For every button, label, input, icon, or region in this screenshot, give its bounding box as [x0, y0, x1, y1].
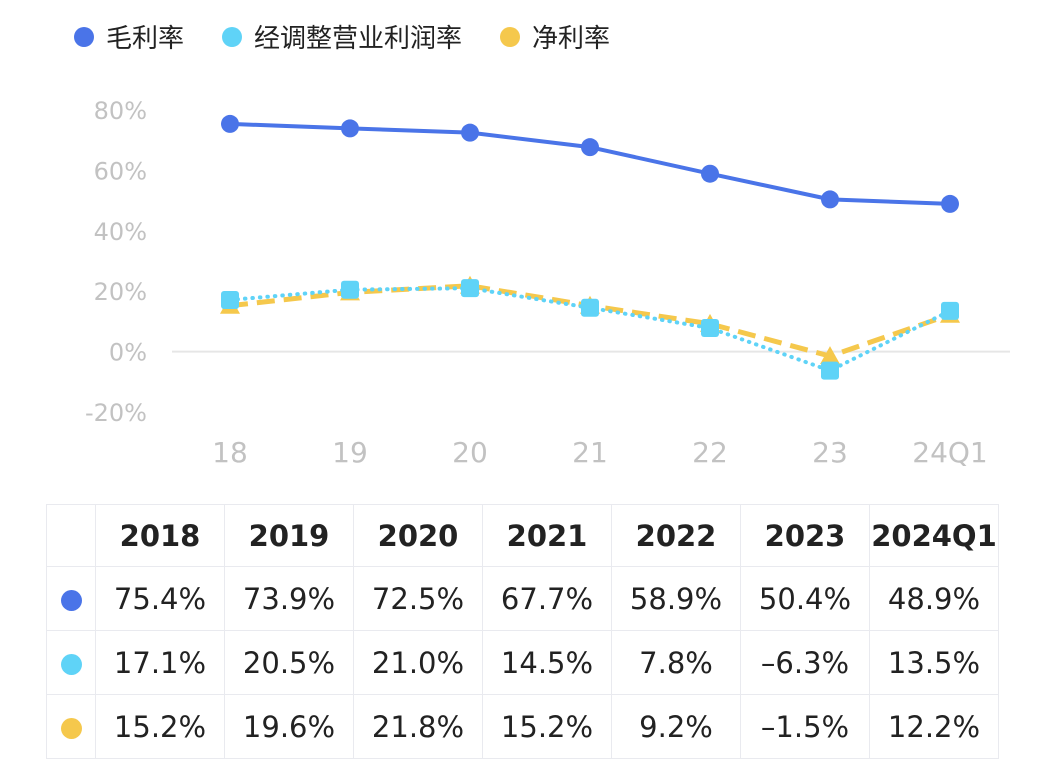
table-cell: 20.5%	[224, 630, 354, 695]
legend-gross-margin-label: 毛利率	[106, 24, 184, 54]
table-cell: 58.9%	[611, 566, 741, 631]
table-header-row: 2018 2019 2020 2021 2022 2023 2024Q1	[46, 504, 999, 567]
table-header-cell: 2021	[482, 504, 612, 567]
gross-margin-dot-icon	[60, 590, 82, 611]
x-tick-label: 24Q1	[912, 436, 987, 469]
legend-item-adjusted-operating-margin: 经调整营业利润率	[222, 24, 462, 54]
legend-item-gross-margin: 毛利率	[74, 24, 184, 54]
adjusted-operating-margin-point	[221, 290, 239, 309]
y-tick-label: 20%	[94, 278, 147, 306]
x-tick-label: 20	[452, 436, 488, 469]
table-cell: 19.6%	[224, 694, 354, 759]
adjusted-operating-margin-dot-icon	[60, 654, 82, 675]
net-margin-dot-icon	[60, 718, 82, 739]
adjusted-operating-margin-point	[821, 361, 839, 380]
table-cell: 21.8%	[353, 694, 483, 759]
table-cell: 21.0%	[353, 630, 483, 695]
gross-margin-series-line	[228, 121, 952, 206]
table-cell: 14.5%	[482, 630, 612, 695]
adjusted-operating-margin-point	[461, 279, 479, 298]
table-row-adjusted-operating-margin: 17.1% 20.5% 21.0% 14.5% 7.8% –6.3% 13.5%	[46, 630, 999, 695]
table-corner-cell	[46, 504, 96, 567]
table-cell: 15.2%	[482, 694, 612, 759]
data-table: 2018 2019 2020 2021 2022 2023 2024Q1 75.…	[46, 504, 999, 759]
table-cell: 67.7%	[482, 566, 612, 631]
legend-adjusted-operating-margin-label: 经调整营业利润率	[254, 24, 462, 54]
legend-gross-margin-dot-icon	[74, 27, 94, 47]
gross-margin-point	[461, 123, 479, 142]
gross-margin-point	[701, 164, 719, 183]
x-tick-label: 23	[812, 436, 848, 469]
legend-adjusted-operating-margin-dot-icon	[222, 27, 242, 47]
table-cell: –1.5%	[740, 694, 870, 759]
gross-margin-point	[341, 119, 359, 138]
line-chart: 毛利率 经调整营业利润率 净利率 80% 60% 40% 20% 0% -20% 18 19 20 21…	[74, 24, 1010, 469]
legend-net-margin-dot-icon	[500, 27, 520, 47]
gross-margin-point	[221, 114, 239, 133]
table-cell: 9.2%	[611, 694, 741, 759]
table-header-cell: 2018	[95, 504, 225, 567]
adjusted-operating-margin-point	[941, 301, 959, 320]
series-dot-cell	[46, 630, 96, 695]
table-cell: 48.9%	[869, 566, 999, 631]
table-header-cell: 2020	[353, 504, 483, 567]
adjusted-operating-margin-point	[701, 319, 719, 338]
table-cell: 7.8%	[611, 630, 741, 695]
adjusted-operating-margin-point	[341, 280, 359, 299]
series-dot-cell	[46, 566, 96, 631]
x-tick-label: 18	[212, 436, 248, 469]
y-tick-label: -20%	[85, 399, 147, 427]
x-tick-label: 22	[692, 436, 728, 469]
y-tick-label: 0%	[109, 339, 147, 367]
legend-item-net-margin: 净利率	[500, 24, 610, 54]
table-cell: 15.2%	[95, 694, 225, 759]
table-header-cell: 2019	[224, 504, 354, 567]
legend-net-margin-label: 净利率	[532, 24, 610, 54]
table-cell: 12.2%	[869, 694, 999, 759]
table-header-cell: 2023	[740, 504, 870, 567]
table-row-net-margin: 15.2% 19.6% 21.8% 15.2% 9.2% –1.5% 12.2%	[46, 694, 999, 759]
y-tick-label: 60%	[94, 157, 147, 185]
gross-margin-point	[941, 194, 959, 213]
net-margin-point	[820, 346, 840, 365]
gross-margin-point	[821, 190, 839, 209]
y-tick-label: 80%	[94, 97, 147, 125]
adjusted-operating-margin-point	[581, 298, 599, 317]
x-tick-label: 21	[572, 436, 608, 469]
table-cell: 73.9%	[224, 566, 354, 631]
y-tick-label: 40%	[94, 218, 147, 246]
table-cell: 75.4%	[95, 566, 225, 631]
table-header-cell: 2022	[611, 504, 741, 567]
series-dot-cell	[46, 694, 96, 759]
table-cell: 17.1%	[95, 630, 225, 695]
gross-margin-point	[581, 138, 599, 157]
table-cell: 50.4%	[740, 566, 870, 631]
x-tick-label: 19	[332, 436, 368, 469]
table-cell: 72.5%	[353, 566, 483, 631]
table-cell: 13.5%	[869, 630, 999, 695]
table-cell: –6.3%	[740, 630, 870, 695]
table-header-cell: 2024Q1	[869, 504, 999, 567]
table-row-gross-margin: 75.4% 73.9% 72.5% 67.7% 58.9% 50.4% 48.9…	[46, 566, 999, 631]
